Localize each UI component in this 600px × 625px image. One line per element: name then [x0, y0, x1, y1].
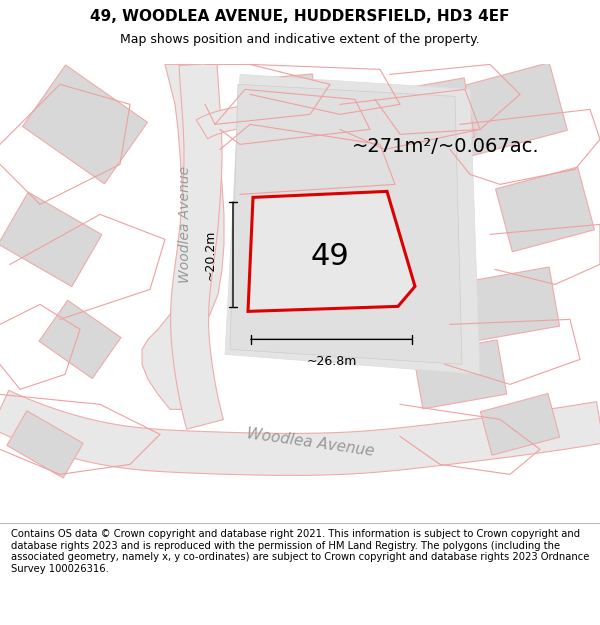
Polygon shape	[170, 63, 223, 429]
Polygon shape	[243, 74, 317, 135]
Polygon shape	[39, 300, 121, 379]
Text: 49, WOODLEA AVENUE, HUDDERSFIELD, HD3 4EF: 49, WOODLEA AVENUE, HUDDERSFIELD, HD3 4E…	[90, 9, 510, 24]
Polygon shape	[7, 411, 83, 478]
Polygon shape	[422, 228, 470, 297]
Polygon shape	[225, 74, 480, 374]
Polygon shape	[142, 64, 224, 409]
Text: ~20.2m: ~20.2m	[204, 229, 217, 279]
Text: ~271m²/~0.067ac.: ~271m²/~0.067ac.	[352, 137, 539, 156]
Polygon shape	[496, 167, 595, 252]
Polygon shape	[385, 78, 475, 151]
Polygon shape	[196, 103, 352, 139]
Text: Contains OS data © Crown copyright and database right 2021. This information is : Contains OS data © Crown copyright and d…	[11, 529, 589, 574]
Text: 49: 49	[311, 242, 349, 271]
Polygon shape	[230, 84, 462, 364]
Text: Woodlea Avenue: Woodlea Avenue	[245, 426, 375, 459]
Text: Woodlea Avenue: Woodlea Avenue	[178, 166, 192, 283]
Polygon shape	[248, 191, 415, 311]
Polygon shape	[413, 340, 506, 409]
Polygon shape	[23, 65, 148, 184]
Polygon shape	[481, 394, 560, 455]
Text: ~26.8m: ~26.8m	[307, 356, 356, 368]
Polygon shape	[460, 267, 560, 342]
Polygon shape	[0, 192, 102, 287]
Polygon shape	[452, 62, 568, 156]
Polygon shape	[0, 390, 600, 476]
Text: Map shows position and indicative extent of the property.: Map shows position and indicative extent…	[120, 32, 480, 46]
